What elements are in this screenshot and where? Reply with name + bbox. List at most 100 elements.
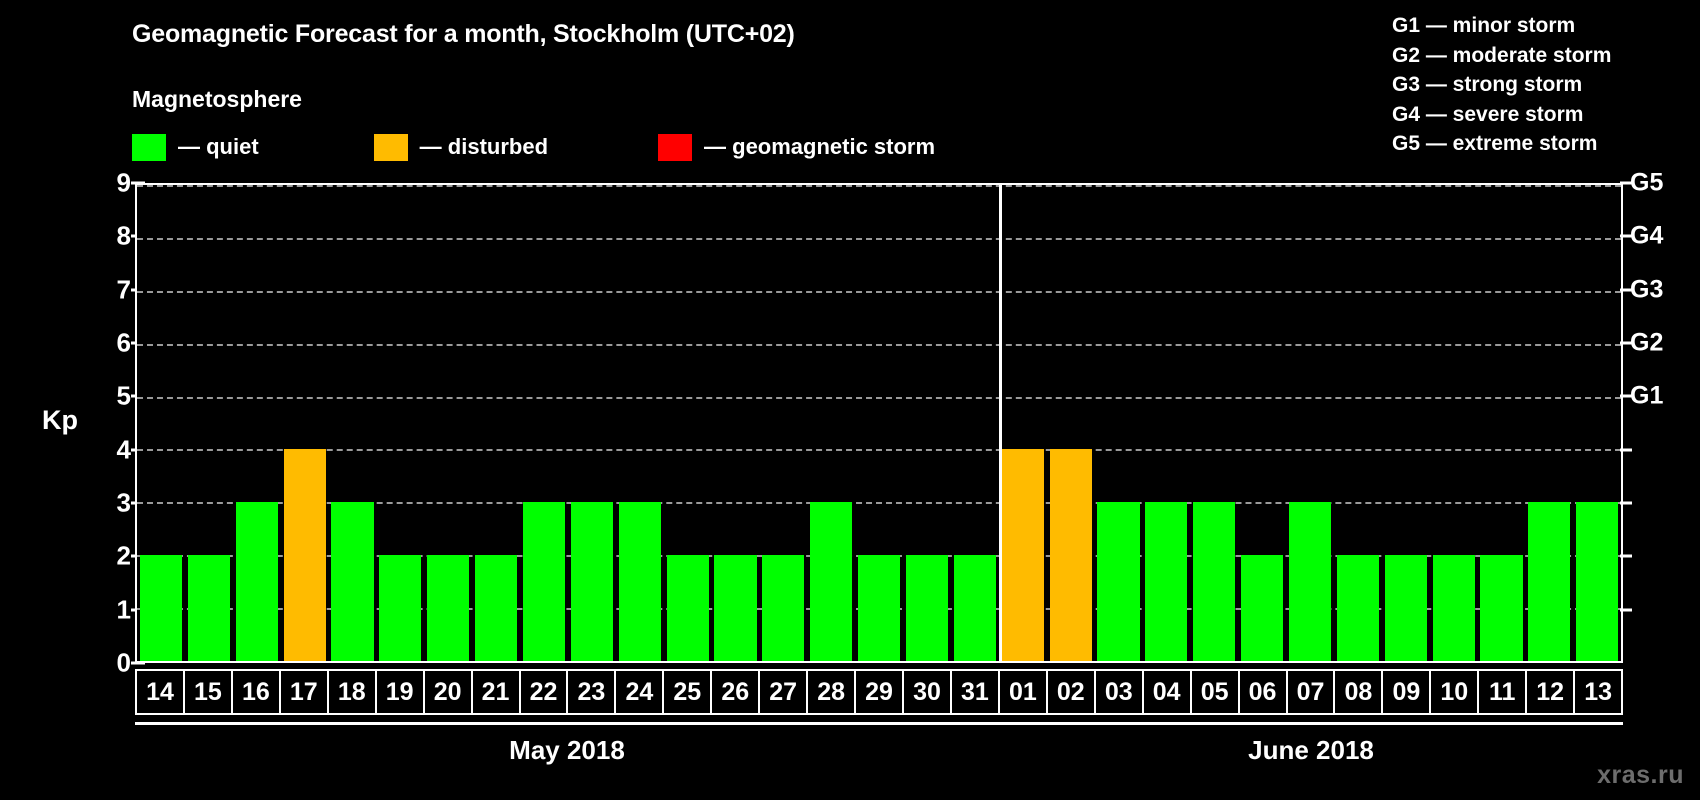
date-cell-30[interactable]: 30	[902, 669, 952, 715]
date-cell-16[interactable]: 16	[230, 669, 281, 715]
bar-17[interactable]	[283, 449, 326, 661]
date-cell-06[interactable]: 06	[1237, 669, 1288, 715]
date-cell-label: 14	[146, 677, 174, 706]
legend-color-swatch	[373, 133, 408, 161]
date-cell-18[interactable]: 18	[326, 669, 377, 715]
bar-23[interactable]	[570, 502, 613, 661]
date-cell-10[interactable]: 10	[1429, 669, 1480, 715]
date-cell-15[interactable]: 15	[182, 669, 233, 715]
g-axis-minor-tick-3	[1620, 501, 1632, 505]
y-tick-label-7: 7	[116, 274, 131, 305]
g-axis-minor-tick-2	[1620, 554, 1632, 558]
g-tick-label-g5: G5	[1630, 168, 1664, 197]
bar-09[interactable]	[1384, 555, 1427, 661]
bar-13[interactable]	[1576, 502, 1619, 661]
bar-03[interactable]	[1097, 502, 1140, 661]
gridline-kp-4	[137, 449, 1621, 452]
y-axis-ticks: 0 1 2 3 4 5 6 7 8 9	[75, 168, 145, 678]
bar-slot	[1478, 185, 1526, 661]
date-cell-20[interactable]: 20	[422, 669, 473, 715]
bar-20[interactable]	[427, 555, 470, 661]
date-cell-31[interactable]: 31	[949, 669, 1000, 715]
bar-26[interactable]	[714, 555, 757, 661]
date-cell-11[interactable]: 11	[1477, 669, 1528, 715]
date-axis: 14 15 16 17 18 19 20 21 22 23 24 25 26 27 28 29 30 31 01 02…	[135, 669, 1624, 715]
date-cell-22[interactable]: 22	[518, 669, 569, 715]
date-cell-label: 28	[817, 677, 845, 706]
bar-21[interactable]	[475, 555, 518, 661]
date-cell-08[interactable]: 08	[1333, 669, 1384, 715]
g-axis-minor-tick-4	[1620, 448, 1632, 452]
y-tick-label-3: 3	[116, 487, 131, 518]
date-cell-05[interactable]: 05	[1189, 669, 1240, 715]
g-tick-mark-g1	[1620, 394, 1632, 398]
date-cell-17[interactable]: 17	[278, 669, 329, 715]
bar-10[interactable]	[1432, 555, 1475, 661]
bar-slot	[664, 185, 712, 661]
date-cell-28[interactable]: 28	[806, 669, 857, 715]
date-cell-label: 17	[289, 677, 318, 706]
bar-30[interactable]	[905, 555, 948, 661]
y-tick-label-4: 4	[116, 434, 131, 465]
date-cell-29[interactable]: 29	[854, 669, 904, 715]
bar-27[interactable]	[762, 555, 805, 661]
gridline-kp-6	[137, 343, 1621, 346]
bar-18[interactable]	[331, 502, 374, 661]
date-cell-label: 05	[1200, 677, 1229, 706]
y-tick-label-0: 0	[116, 647, 131, 678]
bar-02[interactable]	[1049, 449, 1092, 661]
date-cell-07[interactable]: 07	[1285, 669, 1336, 715]
date-cell-24[interactable]: 24	[614, 669, 665, 715]
date-cell-13[interactable]: 13	[1573, 669, 1624, 715]
date-cell-27[interactable]: 27	[758, 669, 809, 715]
date-cell-09[interactable]: 09	[1381, 669, 1432, 715]
bar-slot	[1573, 185, 1621, 661]
bar-08[interactable]	[1336, 555, 1379, 661]
bar-22[interactable]	[522, 502, 565, 661]
bar-12[interactable]	[1528, 502, 1571, 661]
date-cell-label: 16	[241, 677, 270, 706]
month-label-may: May 2018	[509, 735, 625, 765]
y-tick-label-6: 6	[116, 327, 131, 358]
bar-31[interactable]	[953, 555, 996, 661]
bar-16[interactable]	[235, 502, 278, 661]
bar-01[interactable]	[1001, 449, 1044, 661]
date-cell-02[interactable]: 02	[1045, 669, 1096, 715]
date-cell-21[interactable]: 21	[470, 669, 521, 715]
date-cell-01[interactable]: 01	[997, 669, 1048, 715]
bar-06[interactable]	[1241, 555, 1284, 661]
gscale-legend: G1 — minor storm G2 — moderate storm G3 — …	[1392, 11, 1682, 159]
date-cell-04[interactable]: 04	[1141, 669, 1192, 715]
bar-29[interactable]	[858, 555, 901, 661]
date-cell-12[interactable]: 12	[1525, 669, 1576, 715]
bar-04[interactable]	[1145, 502, 1188, 661]
bar-slot	[855, 185, 903, 661]
g-tick-mark-g4	[1620, 234, 1632, 238]
g-tick-mark-g5	[1620, 181, 1632, 185]
date-cell-23[interactable]: 23	[566, 669, 617, 715]
date-cell-25[interactable]: 25	[662, 669, 713, 715]
y-axis-title: Kp	[42, 405, 78, 435]
bar-25[interactable]	[666, 555, 709, 661]
bar-11[interactable]	[1480, 555, 1523, 661]
bar-24[interactable]	[618, 502, 661, 661]
bar-slot	[1095, 185, 1143, 661]
date-cell-14[interactable]: 14	[135, 669, 185, 715]
date-cell-26[interactable]: 26	[710, 669, 761, 715]
bar-15[interactable]	[187, 555, 230, 661]
bar-05[interactable]	[1193, 502, 1236, 661]
bar-07[interactable]	[1288, 502, 1331, 661]
y-tick-mark-0	[131, 661, 145, 665]
date-cell-03[interactable]: 03	[1093, 669, 1144, 715]
bar-slot	[1238, 185, 1286, 661]
bar-28[interactable]	[810, 502, 853, 661]
date-cell-label: 30	[913, 677, 941, 706]
bar-19[interactable]	[379, 555, 422, 661]
date-cell-19[interactable]: 19	[374, 669, 425, 715]
date-cell-label: 29	[865, 677, 893, 706]
date-cell-label: 08	[1344, 677, 1373, 706]
bar-slot	[472, 185, 520, 661]
date-cell-label: 19	[385, 677, 414, 706]
gridline-kp-3	[137, 502, 1621, 505]
bar-14[interactable]	[139, 555, 182, 661]
